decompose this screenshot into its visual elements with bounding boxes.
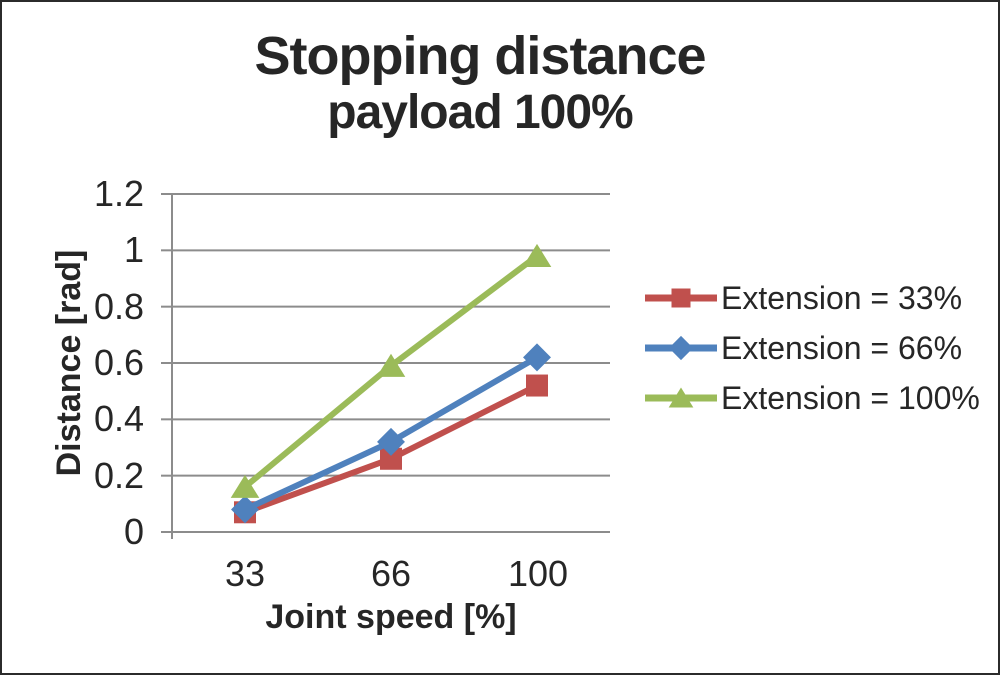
y-tick-label: 1 (123, 229, 144, 270)
series-marker-diamond (231, 495, 259, 524)
series-marker-square (526, 374, 548, 397)
legend-item-extension-100: Extension = 100% (643, 378, 998, 418)
series-marker-square (671, 288, 691, 308)
series-marker-square (380, 447, 402, 470)
legend-label: Extension = 66% (721, 330, 963, 366)
x-axis-title: Joint speed [%] (265, 598, 517, 636)
series-marker-triangle (376, 353, 406, 377)
chart-title: Stopping distance (254, 26, 706, 86)
series-marker-triangle (522, 243, 552, 267)
y-tick-label: 0.6 (93, 342, 144, 383)
legend-item-extension-66: Extension = 66% (643, 328, 998, 368)
series-marker-diamond (523, 343, 551, 372)
legend-label: Extension = 100% (721, 380, 980, 416)
series-marker-diamond (668, 335, 694, 361)
y-tick-label: 0.8 (93, 286, 144, 327)
x-tick-label: 66 (370, 553, 412, 594)
legend-marker-square-icon (645, 288, 717, 308)
y-tick-label: 0.2 (93, 455, 144, 496)
series-marker-diamond (377, 427, 405, 456)
x-tick-label: 33 (224, 553, 266, 594)
legend-marker-triangle-icon (645, 387, 717, 408)
y-tick-label: 1.2 (93, 173, 144, 214)
series-marker-triangle (668, 387, 694, 408)
x-tick-label: 100 (507, 553, 569, 594)
legend-marker-diamond-icon (645, 335, 717, 361)
series-marker-triangle (230, 474, 260, 498)
y-tick-label: 0.4 (93, 398, 144, 439)
chart-legend: Extension = 33% Extension = 66% Extensio… (643, 278, 998, 418)
legend-item-extension-33: Extension = 33% (643, 278, 998, 318)
chart-subtitle: payload 100% (327, 86, 633, 140)
chart-title-block: Stopping distance payload 100% (2, 26, 998, 140)
legend-label: Extension = 33% (721, 280, 963, 316)
y-tick-label: 0 (123, 511, 144, 552)
